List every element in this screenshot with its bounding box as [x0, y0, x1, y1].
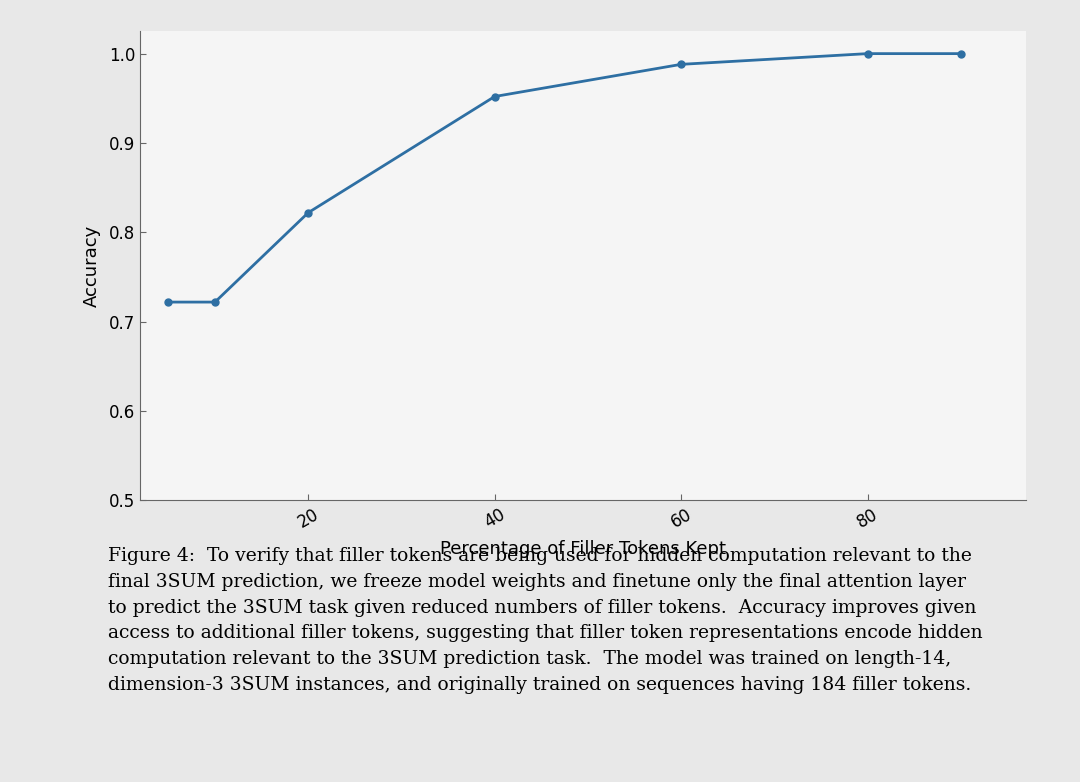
- X-axis label: Percentage of Filler Tokens Kept: Percentage of Filler Tokens Kept: [441, 540, 726, 558]
- Y-axis label: Accuracy: Accuracy: [83, 224, 100, 307]
- Text: Figure 4:  To verify that filler tokens are being used for hidden computation re: Figure 4: To verify that filler tokens a…: [108, 547, 983, 694]
